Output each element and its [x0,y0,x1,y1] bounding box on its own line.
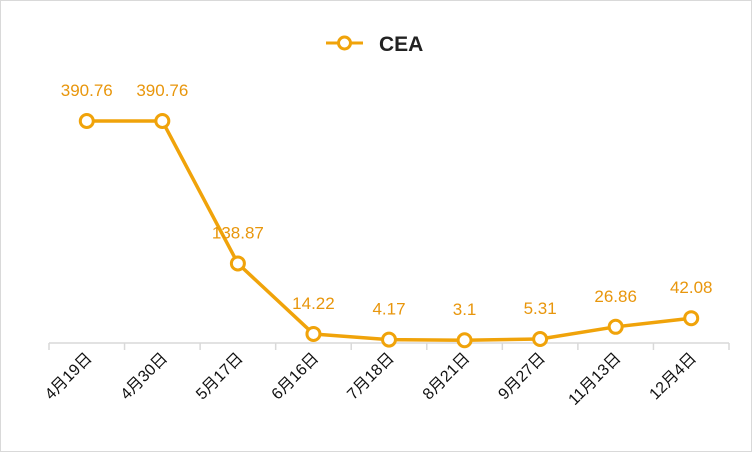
x-tick-label: 6月16日 [269,350,323,404]
data-point [154,113,171,130]
data-label: 5.31 [524,299,557,318]
data-label: 26.86 [594,287,637,306]
data-point [532,330,549,347]
legend-label: CEA [379,33,423,56]
data-label: 42.08 [670,278,713,297]
x-tick-label: 9月27日 [495,350,549,404]
data-point [78,113,95,130]
data-point [381,331,397,348]
data-point [229,255,246,272]
data-point [456,332,473,349]
data-label: 14.22 [292,294,335,313]
x-tick-label: 8月21日 [420,350,474,404]
x-tick-label: 11月13日 [566,350,625,409]
x-tick-label: 7月18日 [344,350,398,404]
data-point [607,318,624,335]
x-tick-label: 5月17日 [193,350,247,404]
data-label: 4.17 [372,300,405,319]
data-label: 390.76 [136,81,188,100]
x-tick-label: 4月30日 [118,350,172,404]
data-label: 390.76 [61,81,113,100]
legend-circle-marker [337,35,352,51]
data-label: 138.87 [212,223,264,242]
data-point [305,325,322,342]
x-tick-label: 4月19日 [42,350,96,404]
x-tick-label: 12月4日 [647,350,701,404]
legend: CEA [326,33,423,56]
data-label: 3.1 [453,300,477,319]
data-point [683,310,700,327]
